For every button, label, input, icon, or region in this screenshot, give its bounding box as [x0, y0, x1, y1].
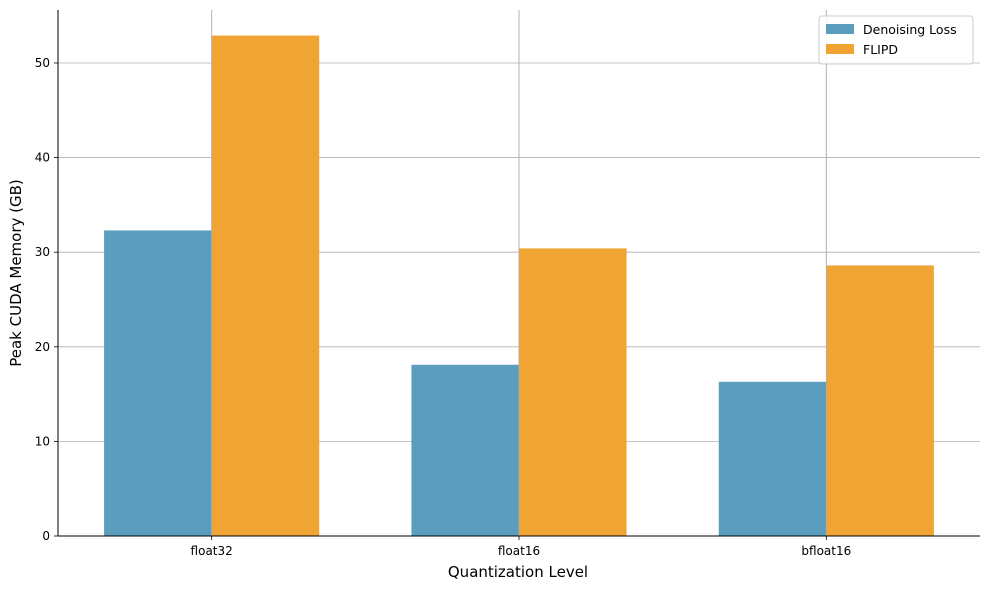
- legend-swatch: [826, 44, 854, 54]
- bar-denoising-loss-float16: [411, 364, 519, 536]
- x-axis-ticks: float32 float16 bfloat16: [191, 536, 851, 558]
- legend-label: Denoising Loss: [863, 22, 957, 37]
- legend-swatch: [826, 24, 854, 34]
- y-tick-label: 10: [35, 434, 50, 448]
- y-tick-label: 50: [35, 56, 50, 70]
- legend-box: [818, 15, 974, 65]
- x-axis-title: Quantization Level: [448, 563, 588, 581]
- x-tick-label: float16: [498, 544, 540, 558]
- bar-flipd-float16: [519, 248, 627, 536]
- legend: Denoising Loss FLIPD: [818, 15, 974, 65]
- x-tick-label: float32: [191, 544, 233, 558]
- legend-label: FLIPD: [863, 42, 898, 57]
- bar-denoising-loss-bfloat16: [718, 381, 827, 536]
- bars: [104, 10, 934, 537]
- y-tick-label: 40: [35, 151, 50, 165]
- y-axis-title: Peak CUDA Memory (GB): [7, 179, 25, 367]
- x-tick-label: bfloat16: [801, 544, 851, 558]
- y-axis-ticks: 0 10 20 30 40 50: [35, 56, 58, 543]
- bar-denoising-loss-float32: [104, 230, 212, 537]
- bar-flipd-float32: [211, 35, 320, 537]
- y-tick-label: 20: [35, 340, 50, 354]
- bar-flipd-bfloat16: [826, 265, 934, 536]
- y-tick-label: 0: [42, 529, 50, 543]
- y-tick-label: 30: [35, 245, 50, 259]
